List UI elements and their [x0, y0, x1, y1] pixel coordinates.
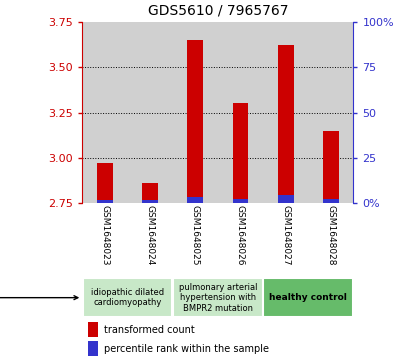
- Bar: [263, 22, 308, 203]
- Bar: [323, 131, 339, 203]
- Text: healthy control: healthy control: [269, 293, 347, 302]
- Bar: [233, 199, 248, 203]
- Bar: [82, 22, 127, 203]
- Title: GDS5610 / 7965767: GDS5610 / 7965767: [148, 4, 288, 18]
- Text: percentile rank within the sample: percentile rank within the sample: [104, 344, 269, 354]
- Text: GSM1648024: GSM1648024: [145, 205, 155, 266]
- Bar: [323, 199, 339, 203]
- Text: GSM1648025: GSM1648025: [191, 205, 200, 266]
- Bar: [218, 22, 263, 203]
- Bar: [278, 195, 293, 203]
- Bar: [97, 163, 113, 203]
- Text: transformed count: transformed count: [104, 325, 195, 335]
- Text: pulmonary arterial
hypertension with
BMPR2 mutation: pulmonary arterial hypertension with BMP…: [179, 283, 257, 313]
- Bar: [187, 40, 203, 203]
- Bar: [233, 103, 248, 203]
- Text: disease state: disease state: [0, 293, 78, 303]
- Bar: [127, 22, 173, 203]
- Text: GSM1648028: GSM1648028: [326, 205, 335, 266]
- Bar: [88, 341, 99, 356]
- Text: GSM1648027: GSM1648027: [281, 205, 290, 266]
- Text: idiopathic dilated
cardiomyopathy: idiopathic dilated cardiomyopathy: [91, 288, 164, 307]
- FancyBboxPatch shape: [173, 278, 263, 317]
- Bar: [88, 322, 99, 338]
- Bar: [278, 45, 293, 203]
- Text: GSM1648023: GSM1648023: [100, 205, 109, 266]
- Bar: [142, 183, 158, 203]
- Text: GSM1648026: GSM1648026: [236, 205, 245, 266]
- Bar: [308, 22, 353, 203]
- Bar: [173, 22, 218, 203]
- Bar: [142, 200, 158, 203]
- Bar: [97, 200, 113, 203]
- FancyBboxPatch shape: [263, 278, 353, 317]
- Bar: [187, 197, 203, 203]
- FancyBboxPatch shape: [83, 278, 172, 317]
